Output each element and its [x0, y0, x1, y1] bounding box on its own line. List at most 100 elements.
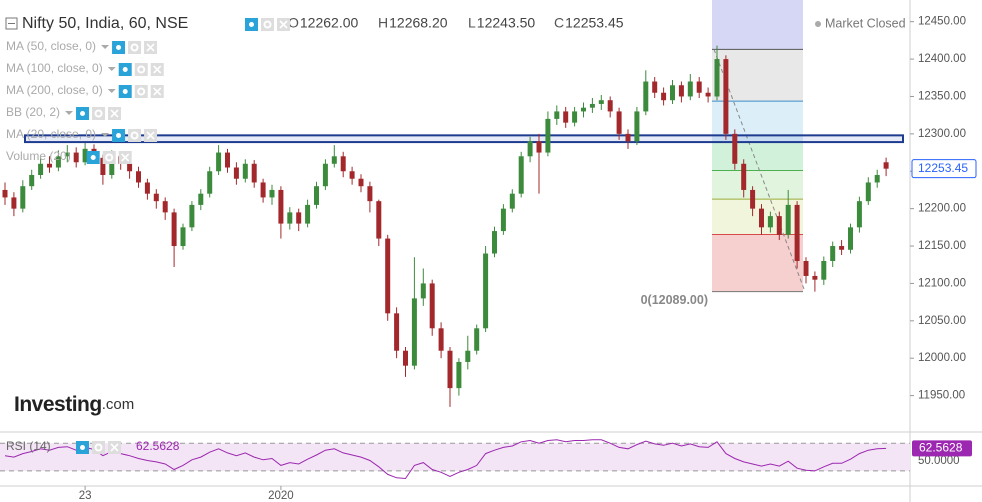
candle-body [144, 182, 150, 194]
candle-body [865, 182, 871, 202]
remove-icon [110, 109, 119, 118]
candle-body [55, 156, 61, 168]
indicator-label: BB (20, 2) [6, 105, 60, 119]
eye-icon [90, 155, 96, 160]
candle-body [732, 133, 738, 164]
candle-body [785, 204, 791, 235]
candle-body [189, 204, 195, 228]
y-tick-label: 12400.00 [918, 53, 966, 65]
candle-body [198, 193, 204, 205]
candle-body [678, 85, 684, 97]
fib-band [712, 234, 803, 292]
ohlc-value: 12262.00 [300, 15, 359, 31]
settings-button[interactable] [92, 107, 106, 120]
last-price-label: 12253.45 [918, 161, 968, 175]
rsi-tick-label: 50.0000 [918, 455, 960, 467]
settings-button[interactable] [134, 85, 148, 98]
candle-body [411, 298, 417, 366]
candle-body [278, 189, 284, 224]
candle-body [260, 182, 266, 198]
candle-body [29, 174, 35, 187]
candle-body [705, 92, 711, 97]
settings-button[interactable] [92, 441, 105, 454]
candle-body [518, 156, 524, 194]
candle-body [509, 193, 515, 209]
candle-body [367, 186, 373, 202]
plot-area: 0(12089.00) [2, 0, 904, 407]
candle-body [438, 328, 444, 351]
candle-body [64, 152, 70, 157]
x-tick-label: 2020 [268, 490, 294, 502]
candle-body [109, 156, 115, 175]
y-tick-label: 11950.00 [918, 390, 965, 402]
ohlc-value: 12243.50 [477, 15, 536, 31]
y-tick-label: 12000.00 [918, 352, 966, 364]
candle-body [456, 361, 462, 389]
settings-button[interactable] [134, 63, 148, 76]
y-tick-label: 12200.00 [918, 203, 966, 215]
indicator-menu[interactable] [101, 133, 110, 137]
collapse-icon[interactable] [5, 17, 18, 30]
candle-body [527, 141, 533, 157]
settings-button[interactable] [128, 41, 142, 54]
eye-icon [122, 67, 128, 72]
watermark: Investing.com [14, 393, 134, 416]
x-tick-label: 23 [79, 490, 92, 502]
indicator-label: Volume (20) [6, 149, 71, 163]
eye-icon [80, 111, 86, 116]
ohlc-key: C [554, 15, 564, 31]
candle-body [812, 275, 818, 280]
candle-body [20, 186, 26, 209]
candle-body [100, 157, 106, 175]
ohlc-value: 12268.20 [389, 15, 448, 31]
candle-body [696, 81, 702, 93]
settings-icon [130, 131, 139, 140]
settings-icon [137, 65, 146, 74]
candle-body [625, 133, 631, 142]
ohlc-key: H [378, 15, 388, 31]
fib-label: 0(12089.00) [641, 293, 708, 307]
candle-body [358, 178, 364, 187]
indicator-menu[interactable] [107, 89, 116, 93]
settings-button[interactable] [128, 129, 142, 142]
settings-button[interactable] [102, 151, 116, 164]
candle-body [536, 141, 542, 153]
candle-body [554, 111, 560, 119]
indicator-label: MA (20, close, 0) [6, 127, 96, 141]
indicator-menu[interactable] [107, 67, 116, 71]
candle-body [207, 171, 213, 194]
candle-body [500, 208, 506, 232]
remove-icon [146, 43, 155, 52]
candle-body [305, 204, 311, 224]
candle-body [589, 103, 595, 108]
indicator-menu[interactable] [101, 45, 110, 49]
candle-body [38, 163, 44, 175]
candle-body [287, 212, 293, 224]
candle-body [296, 212, 302, 224]
candle-body [11, 197, 17, 209]
candle-body [714, 59, 720, 97]
candle-body [216, 152, 222, 172]
rsi-line [4, 439, 887, 480]
settings-button[interactable] [261, 18, 274, 31]
settings-icon [94, 109, 103, 118]
settings-icon [105, 153, 114, 162]
y-tick-label: 12100.00 [918, 277, 966, 289]
status-dot [815, 21, 821, 27]
candle-body [687, 81, 693, 97]
candle-body [322, 163, 328, 187]
candle-body [73, 152, 79, 163]
candle-body [242, 163, 248, 179]
y-tick-label: 12050.00 [918, 315, 966, 327]
candle-body [563, 111, 569, 123]
candle-body [47, 163, 52, 168]
candle-body [883, 162, 889, 169]
candle-body [572, 111, 578, 123]
ohlc-key: O [288, 15, 299, 31]
indicator-menu[interactable] [65, 111, 74, 115]
fib-trend [713, 49, 806, 292]
ohlc-key: L [468, 15, 476, 31]
settings-icon [263, 20, 272, 29]
remove-icon [110, 443, 119, 452]
